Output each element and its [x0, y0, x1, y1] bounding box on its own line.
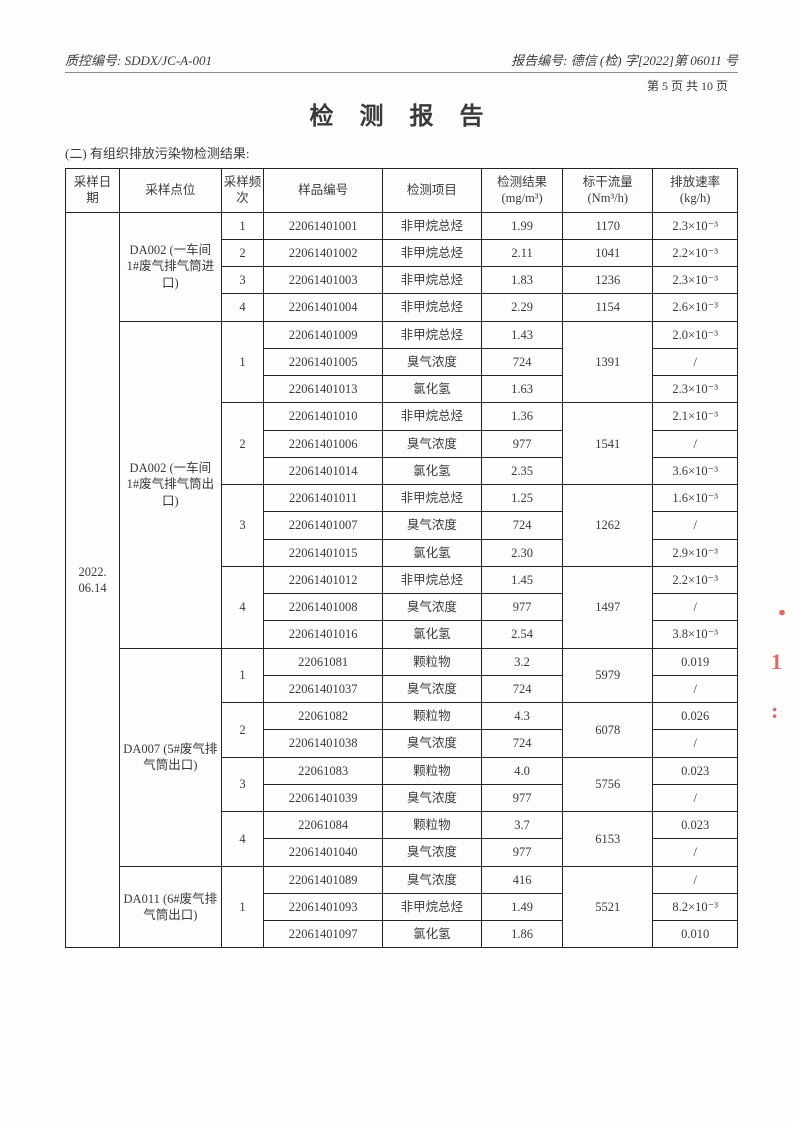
col-sample: 样品编号 — [264, 169, 382, 213]
point-cell: DA011 (6#废气排气筒出口) — [120, 866, 221, 948]
date-cell: 2022. 06.14 — [66, 212, 120, 948]
stamp-icon: ・1: — [771, 590, 793, 735]
results-table: 采样日期 采样点位 采样频次 样品编号 检测项目 检测结果(mg/m³) 标干流… — [65, 168, 738, 948]
col-flow: 标干流量(Nm³/h) — [563, 169, 653, 213]
point-cell: DA002 (一车间 1#废气排气筒进口) — [120, 212, 221, 321]
col-freq: 采样频次 — [221, 169, 264, 213]
table-row: DA007 (5#废气排气筒出口) 1 22061081颗粒物3.259790.… — [66, 648, 738, 675]
table-row: DA002 (一车间 1#废气排气筒出口) 1 22061401009非甲烷总烃… — [66, 321, 738, 348]
page-number: 第 5 页 共 10 页 — [65, 77, 738, 94]
col-date: 采样日期 — [66, 169, 120, 213]
table-header-row: 采样日期 采样点位 采样频次 样品编号 检测项目 检测结果(mg/m³) 标干流… — [66, 169, 738, 213]
table-row: 2022. 06.14 DA002 (一车间 1#废气排气筒进口) 122061… — [66, 212, 738, 239]
col-rate: 排放速率(kg/h) — [653, 169, 738, 213]
section-subtitle: (二) 有组织排放污染物检测结果: — [65, 143, 738, 162]
qc-code: 质控编号: SDDX/JC-A-001 — [65, 50, 212, 69]
col-point: 采样点位 — [120, 169, 221, 213]
report-title: 检 测 报 告 — [65, 96, 738, 131]
point-cell: DA007 (5#废气排气筒出口) — [120, 648, 221, 866]
report-code: 报告编号: 德信 (检) 字[2022]第 06011 号 — [511, 50, 738, 69]
table-row: DA011 (6#废气排气筒出口) 1 22061401089臭气浓度41655… — [66, 866, 738, 893]
header: 质控编号: SDDX/JC-A-001 报告编号: 德信 (检) 字[2022]… — [65, 50, 738, 73]
col-item: 检测项目 — [382, 169, 481, 213]
point-cell: DA002 (一车间 1#废气排气筒出口) — [120, 321, 221, 648]
col-result: 检测结果(mg/m³) — [482, 169, 563, 213]
